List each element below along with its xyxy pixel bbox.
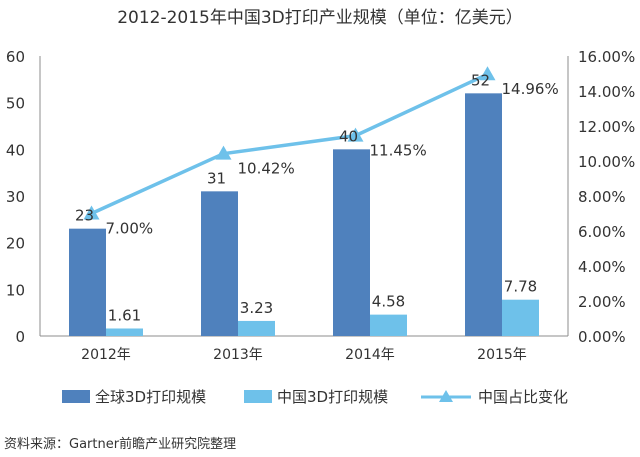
bar-china — [238, 320, 275, 336]
data-label-global: 40 — [339, 127, 358, 145]
ratio-point — [347, 127, 364, 142]
legend: 全球3D打印规模 中国3D打印规模 中国占比变化 — [62, 388, 568, 406]
bar-global — [201, 191, 238, 336]
x-tick-label: 2014年 — [345, 347, 395, 363]
data-label-ratio: 11.45% — [370, 142, 427, 160]
ratio-point — [479, 66, 496, 81]
y-left-tick-label: 0 — [15, 328, 25, 346]
bar-china — [502, 299, 539, 336]
legend-label-china: 中国3D打印规模 — [277, 388, 388, 406]
chart-title: 2012-2015年中国3D打印产业规模（单位：亿美元） — [117, 8, 523, 28]
ratio-series-line — [90, 72, 489, 216]
y-right-tick-label: 0.00% — [578, 328, 626, 346]
bar-global — [465, 93, 502, 336]
y-right-tick-label: 8.00% — [578, 188, 626, 206]
legend-label-global: 全球3D打印规模 — [95, 388, 206, 406]
data-label-china: 7.78 — [504, 278, 537, 296]
y-right-tick-label: 10.00% — [578, 153, 635, 171]
y-left-tick-label: 30 — [6, 188, 25, 206]
legend-label-ratio: 中国占比变化 — [478, 388, 568, 406]
data-label-global: 23 — [75, 207, 94, 225]
data-label-global: 31 — [207, 169, 226, 187]
axes: 0 10 20 30 40 50 60 0.00% 2.00% 4.00% 6.00% 8.00% 10… — [6, 48, 635, 363]
y-right-tick-label: 2.00% — [578, 293, 626, 311]
data-label-china: 1.61 — [108, 306, 141, 324]
data-label-ratio: 10.42% — [238, 160, 295, 178]
y-left-tick-label: 20 — [6, 235, 25, 253]
x-tick-label: 2012年 — [81, 347, 131, 363]
y-left-tick-label: 60 — [6, 48, 25, 66]
ratio-line — [83, 66, 496, 220]
y-left-tick-label: 50 — [6, 95, 25, 113]
y-right-tick-label: 16.00% — [578, 48, 635, 66]
data-label-china: 3.23 — [240, 299, 273, 317]
data-label-ratio: 7.00% — [106, 220, 154, 238]
x-tick-label: 2015年 — [477, 347, 527, 363]
bar-global — [333, 149, 370, 336]
data-label-global: 52 — [471, 71, 490, 89]
y-left-tick-label: 10 — [6, 281, 25, 299]
legend-swatch-global — [62, 390, 90, 403]
legend-swatch-china — [244, 390, 272, 403]
data-label-ratio: 14.96% — [502, 80, 559, 98]
y-right-tick-label: 6.00% — [578, 223, 626, 241]
y-right-tick-label: 14.00% — [578, 83, 635, 101]
bar-china — [106, 328, 143, 336]
bars — [69, 93, 539, 336]
bar-global — [69, 228, 106, 336]
y-right-tick-label: 4.00% — [578, 258, 626, 276]
bar-china — [370, 314, 407, 336]
x-tick-label: 2013年 — [213, 347, 263, 363]
y-right-tick-label: 12.00% — [578, 118, 635, 136]
data-label-china: 4.58 — [372, 293, 405, 311]
ratio-point — [215, 145, 232, 160]
data-labels: 23 1.61 31 3.23 40 4.58 52 7.78 7.00% 10.42% 11.45… — [75, 71, 559, 324]
y-left-tick-label: 40 — [6, 141, 25, 159]
source-note: 资料来源：Gartner前瞻产业研究院整理 — [4, 436, 236, 452]
ratio-point — [83, 205, 100, 220]
legend-marker-ratio — [439, 390, 453, 402]
